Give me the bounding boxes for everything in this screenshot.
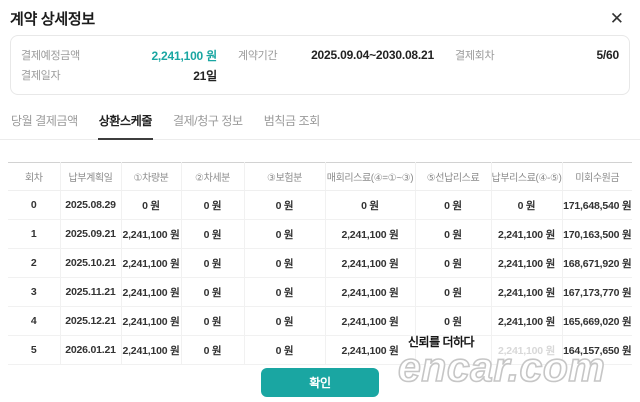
table-cell: 0 원 bbox=[180, 335, 244, 365]
table-cell: 167,173,770 원 bbox=[561, 277, 632, 307]
table-cell: 168,671,920 원 bbox=[561, 248, 632, 278]
table-cell: 0 원 bbox=[414, 190, 491, 220]
column-header: ①차량분 bbox=[120, 162, 181, 191]
table-cell: 0 원 bbox=[414, 277, 491, 307]
table-cell: 2,241,100 원 bbox=[120, 219, 181, 249]
table-cell: 2 bbox=[8, 248, 60, 278]
table-cell: 0 원 bbox=[243, 190, 325, 220]
table-cell: 0 원 bbox=[243, 277, 325, 307]
table-cell: 164,157,650 원 bbox=[561, 335, 632, 365]
table-cell: 170,163,500 원 bbox=[561, 219, 632, 249]
field-label: 결제회차 bbox=[455, 50, 495, 62]
contract-summary-box: 결제예정금액 2,241,100 원 계약기간 2025.09.04~2030.08.… bbox=[10, 35, 630, 95]
table-cell: 2025.10.21 bbox=[59, 248, 121, 278]
table-cell: 2,241,100 원 bbox=[490, 335, 562, 365]
table-cell: 2025.11.21 bbox=[59, 277, 121, 307]
table-cell: 2026.01.21 bbox=[59, 335, 121, 365]
table-cell: 5 bbox=[8, 335, 60, 365]
repayment-schedule-table: 회차 납부계획일 ①차량분 ②차세분 ③보험분 매회리스료(④=①~③) ⑤선납리스료 납부리… bbox=[8, 162, 632, 365]
column-header: ③보험분 bbox=[243, 162, 325, 191]
table-cell: 0 원 bbox=[180, 190, 244, 220]
field-value: 2025.09.04~2030.08.21 bbox=[311, 48, 434, 62]
table-cell: 1 bbox=[8, 219, 60, 249]
field-value: 5/60 bbox=[596, 48, 619, 62]
tab-billing-info[interactable]: 결제/청구 정보 bbox=[172, 114, 243, 128]
field-label: 결제예정금액 bbox=[21, 50, 80, 62]
column-header: 매회리스료(④=①~③) bbox=[324, 162, 415, 191]
table-cell: 0 원 bbox=[414, 248, 491, 278]
table-cell: 0 원 bbox=[180, 219, 244, 249]
table-cell: 165,669,020 원 bbox=[561, 306, 632, 336]
summary-field-payment-date: 결제일자 21일 bbox=[21, 67, 217, 84]
summary-field-contract-period: 계약기간 2025.09.04~2030.08.21 bbox=[238, 47, 434, 63]
table-cell: 2025.12.21 bbox=[59, 306, 121, 336]
field-value: 21일 bbox=[193, 68, 217, 83]
modal-header: 계약 상세정보 ✕ bbox=[0, 0, 640, 29]
confirm-button[interactable]: 확인 bbox=[261, 368, 379, 397]
table-cell: 2,241,100 원 bbox=[324, 277, 415, 307]
table-cell: 2,241,100 원 bbox=[490, 306, 562, 336]
table-cell: 2,241,100 원 bbox=[324, 306, 415, 336]
table-cell: 2025.08.29 bbox=[59, 190, 121, 220]
table-cell: 2,241,100 원 bbox=[490, 219, 562, 249]
column-header: 납부계획일 bbox=[59, 162, 121, 191]
table-cell: 0 원 bbox=[243, 219, 325, 249]
tab-penalty-inquiry[interactable]: 범칙금 조회 bbox=[263, 114, 321, 128]
table-cell bbox=[414, 335, 491, 365]
table-cell: 0 원 bbox=[180, 277, 244, 307]
table-cell: 0 원 bbox=[490, 190, 562, 220]
table-cell: 0 원 bbox=[120, 190, 181, 220]
tab-repayment-schedule[interactable]: 상환스케줄 bbox=[97, 110, 153, 140]
column-header: ②차세분 bbox=[180, 162, 244, 191]
table-cell: 0 원 bbox=[243, 306, 325, 336]
table-cell: 0 원 bbox=[243, 248, 325, 278]
table-cell: 171,648,540 원 bbox=[561, 190, 632, 220]
page-title: 계약 상세정보 bbox=[10, 11, 95, 28]
summary-row: 결제일자 21일 bbox=[21, 65, 619, 85]
column-header: ⑤선납리스료 bbox=[414, 162, 491, 191]
field-label: 결제일자 bbox=[21, 70, 61, 82]
table-cell: 3 bbox=[8, 277, 60, 307]
watermark-slogan: 신뢰를 더하다 bbox=[408, 335, 475, 349]
table-header-row: 회차 납부계획일 ①차량분 ②차세분 ③보험분 매회리스료(④=①~③) ⑤선납리스료 납부리… bbox=[8, 162, 632, 191]
close-icon[interactable]: ✕ bbox=[609, 9, 624, 28]
summary-row: 결제예정금액 2,241,100 원 계약기간 2025.09.04~2030.08.… bbox=[21, 45, 619, 65]
table-cell: 2,241,100 원 bbox=[120, 306, 181, 336]
field-label: 계약기간 bbox=[238, 50, 278, 62]
tab-bar: 당월 결제금액 상환스케줄 결제/청구 정보 범칙금 조회 bbox=[0, 110, 640, 140]
column-header: 미회수원금 bbox=[561, 162, 632, 191]
table-cell: 0 원 bbox=[180, 248, 244, 278]
table-cell: 0 원 bbox=[414, 306, 491, 336]
table-cell: 0 원 bbox=[180, 306, 244, 336]
summary-field-expected-payment-amount: 결제예정금액 2,241,100 원 bbox=[21, 47, 217, 64]
table-cell: 0 원 bbox=[324, 190, 415, 220]
column-header: 회차 bbox=[8, 162, 60, 191]
tab-monthly-payment[interactable]: 당월 결제금액 bbox=[11, 114, 78, 128]
table-cell: 2,241,100 원 bbox=[120, 248, 181, 278]
table-cell: 2025.09.21 bbox=[59, 219, 121, 249]
table-cell: 2,241,100 원 bbox=[324, 248, 415, 278]
table-cell: 0 원 bbox=[414, 219, 491, 249]
table-cell: 4 bbox=[8, 306, 60, 336]
field-value: 2,241,100 원 bbox=[151, 48, 217, 63]
table-cell: 2,241,100 원 bbox=[120, 335, 181, 365]
table-cell: 2,241,100 원 bbox=[324, 335, 415, 365]
table-cell: 2,241,100 원 bbox=[120, 277, 181, 307]
table-cell: 0 원 bbox=[243, 335, 325, 365]
column-header: 납부리스료(④-⑤) bbox=[490, 162, 562, 191]
table-cell: 2,241,100 원 bbox=[324, 219, 415, 249]
summary-field-payment-round: 결제회차 5/60 bbox=[455, 47, 619, 63]
table-cell: 0 bbox=[8, 190, 60, 220]
table-cell: 2,241,100 원 bbox=[490, 248, 562, 278]
table-cell: 2,241,100 원 bbox=[490, 277, 562, 307]
